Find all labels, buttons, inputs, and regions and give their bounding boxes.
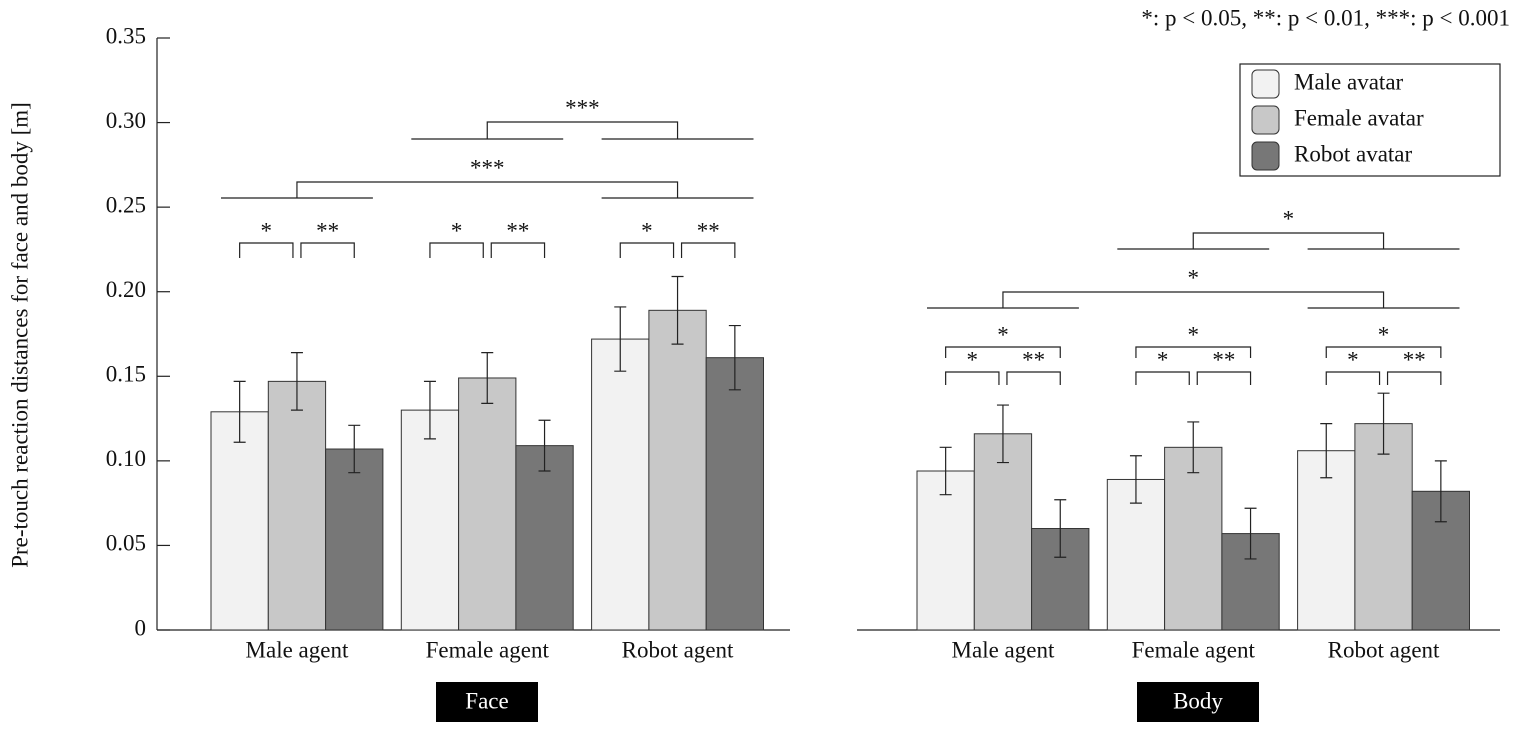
y-tick-label: 0 xyxy=(135,615,147,640)
sig-bracket xyxy=(680,242,736,258)
sig-label: ** xyxy=(1212,347,1235,372)
error-bar xyxy=(614,306,627,372)
sig-label: * xyxy=(451,218,463,243)
bar xyxy=(591,338,650,631)
error-bar xyxy=(290,352,303,411)
sig-bracket xyxy=(945,371,1000,385)
error-bar xyxy=(481,352,494,404)
x-tick-label: Female agent xyxy=(1132,637,1256,662)
x-tick-label: Robot agent xyxy=(622,637,734,662)
sig-bracket xyxy=(1002,291,1385,308)
sig-bracket xyxy=(1325,346,1442,358)
panel-label-box xyxy=(1137,682,1259,722)
x-tick-label: Male agent xyxy=(246,637,349,662)
sig-bracket xyxy=(1325,371,1381,385)
sig-label: * xyxy=(1283,206,1295,231)
bar xyxy=(1106,478,1166,631)
sig-label: ** xyxy=(1022,347,1045,372)
bar xyxy=(210,411,269,631)
legend-label: Male avatar xyxy=(1294,69,1404,94)
y-tick-label: 0.25 xyxy=(106,192,146,217)
sig-label: * xyxy=(641,218,653,243)
sig-label: * xyxy=(967,347,979,372)
error-bar xyxy=(348,424,361,474)
error-bar xyxy=(1054,499,1067,558)
y-tick-label: 0.15 xyxy=(106,362,146,387)
bar xyxy=(648,309,707,631)
sig-bracket xyxy=(1006,371,1061,385)
sig-bracket xyxy=(1192,232,1385,249)
sig-bracket xyxy=(296,181,679,198)
y-tick-label: 0.30 xyxy=(106,108,146,133)
sig-label: *** xyxy=(565,95,600,120)
legend-box xyxy=(1239,63,1501,177)
sig-bracket xyxy=(1196,371,1252,385)
sig-label: * xyxy=(997,322,1009,347)
bar xyxy=(458,377,517,631)
error-bar xyxy=(538,419,551,472)
error-bar xyxy=(728,324,741,391)
panel-label: Face xyxy=(465,688,508,713)
error-bar xyxy=(1320,423,1333,479)
error-bar xyxy=(233,380,246,443)
sig-label: * xyxy=(1157,347,1169,372)
sig-bracket xyxy=(490,242,546,258)
bar xyxy=(267,380,327,631)
bar xyxy=(325,448,384,631)
x-tick-label: Male agent xyxy=(952,637,1055,662)
y-tick-label: 0.20 xyxy=(106,277,146,302)
sig-label: * xyxy=(261,218,273,243)
error-bar xyxy=(996,404,1009,464)
y-axis-label: Pre-touch reaction distances for face an… xyxy=(7,102,32,568)
bar xyxy=(400,409,460,631)
error-bar xyxy=(1187,421,1200,474)
sig-label: * xyxy=(1188,322,1200,347)
sig-bracket xyxy=(486,121,679,139)
bar xyxy=(916,470,975,631)
legend-swatch xyxy=(1251,69,1280,99)
error-bar xyxy=(1377,392,1390,455)
sig-label: ** xyxy=(697,218,720,243)
sig-label: ** xyxy=(506,218,529,243)
error-bar xyxy=(1434,460,1447,523)
sig-label: *** xyxy=(470,155,505,180)
sig-label: ** xyxy=(316,218,339,243)
sig-label: * xyxy=(1347,347,1359,372)
sig-label: ** xyxy=(1403,347,1426,372)
panel-label: Body xyxy=(1173,688,1223,713)
bar xyxy=(1297,450,1356,631)
sig-bracket xyxy=(239,242,294,258)
sig-bracket xyxy=(1386,371,1442,385)
error-bar xyxy=(1129,455,1142,504)
error-bar xyxy=(939,446,952,496)
sig-bracket xyxy=(1135,346,1252,358)
panel-label-box xyxy=(436,682,538,722)
y-tick-label: 0.35 xyxy=(106,23,146,48)
error-bar xyxy=(423,380,436,440)
x-tick-label: Female agent xyxy=(426,637,550,662)
sig-bracket xyxy=(1135,371,1190,385)
sig-bracket xyxy=(945,346,1061,358)
legend-swatch xyxy=(1251,141,1280,171)
sig-label: * xyxy=(1378,322,1390,347)
bar xyxy=(515,445,574,631)
error-bar xyxy=(671,275,684,345)
bar xyxy=(1164,446,1223,631)
bar xyxy=(973,433,1033,631)
significance-note: *: p < 0.05, **: p < 0.01, ***: p < 0.00… xyxy=(1141,5,1510,30)
legend-label: Female avatar xyxy=(1294,105,1424,130)
y-tick-label: 0.10 xyxy=(106,446,146,471)
legend-swatch xyxy=(1251,105,1280,135)
sig-bracket xyxy=(429,242,484,258)
bar xyxy=(1354,423,1413,631)
y-tick-label: 0.05 xyxy=(106,531,146,556)
sig-bracket xyxy=(300,242,355,258)
legend-label: Robot avatar xyxy=(1294,141,1412,166)
x-tick-label: Robot agent xyxy=(1328,637,1440,662)
sig-bracket xyxy=(619,242,675,258)
bar xyxy=(705,357,765,631)
error-bar xyxy=(1244,507,1257,560)
sig-label: * xyxy=(1188,265,1200,290)
